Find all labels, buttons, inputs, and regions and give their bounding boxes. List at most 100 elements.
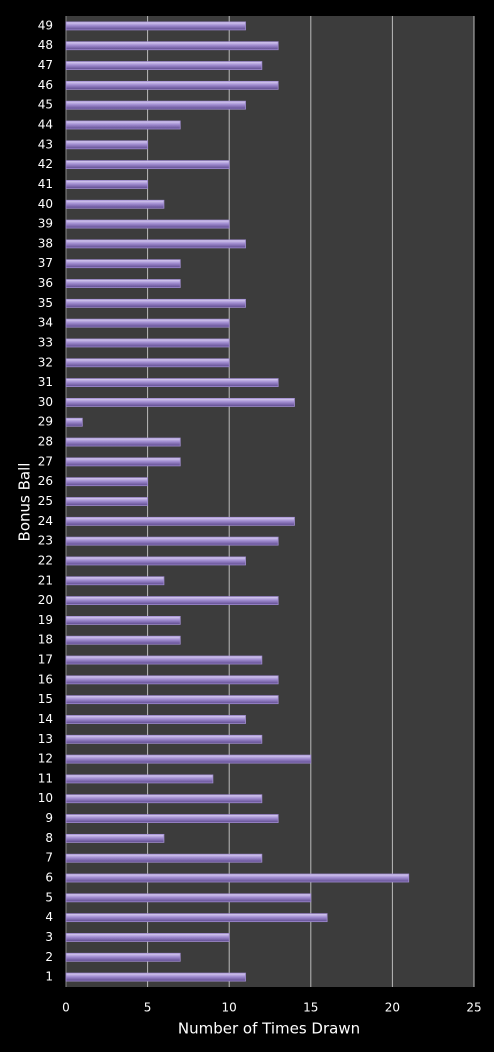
bar <box>65 457 181 467</box>
bar <box>65 497 148 506</box>
y-tick-label: 45 <box>38 98 53 112</box>
bar <box>65 199 165 209</box>
x-tick-label: 0 <box>62 1001 70 1015</box>
bar <box>65 814 279 823</box>
y-tick-label: 36 <box>38 276 53 290</box>
bar <box>65 893 312 903</box>
y-tick-label: 5 <box>45 890 53 904</box>
y-tick-label: 42 <box>38 157 53 171</box>
bar <box>65 80 279 90</box>
y-tick-label: 33 <box>38 335 53 349</box>
bar <box>65 180 148 189</box>
y-tick-label: 34 <box>38 316 53 330</box>
y-tick-label: 47 <box>38 58 53 72</box>
y-tick-label: 48 <box>38 38 53 52</box>
x-tick-label: 5 <box>144 1001 152 1015</box>
y-tick-label: 44 <box>38 117 53 131</box>
y-tick-label: 8 <box>45 831 53 845</box>
y-tick-label: 14 <box>38 712 53 726</box>
bar <box>65 259 181 269</box>
y-tick-label: 6 <box>45 871 53 885</box>
y-tick-label: 12 <box>38 752 53 766</box>
bar <box>65 972 246 982</box>
bar <box>65 437 181 447</box>
bar <box>65 635 181 645</box>
bar <box>65 41 279 51</box>
bar <box>65 160 230 170</box>
y-tick-label: 46 <box>38 78 53 92</box>
y-tick-label: 9 <box>45 811 53 825</box>
x-tick-label: 10 <box>222 1001 237 1015</box>
y-tick-label: 18 <box>38 633 53 647</box>
bar <box>65 734 263 744</box>
bar <box>65 338 230 348</box>
bar <box>65 140 148 150</box>
y-tick-label: 19 <box>38 613 53 627</box>
bar <box>65 21 246 31</box>
y-tick-label: 22 <box>38 553 53 567</box>
bar <box>65 516 295 526</box>
y-tick-label: 20 <box>38 593 53 607</box>
bar <box>65 655 263 665</box>
y-tick-label: 39 <box>38 217 53 231</box>
bar <box>65 536 279 546</box>
bar <box>65 596 279 605</box>
y-tick-label: 38 <box>38 236 53 250</box>
bar <box>65 120 181 130</box>
bar <box>65 61 263 70</box>
y-axis-title: Bonus Ball <box>16 463 34 542</box>
y-tick-label: 27 <box>38 454 53 468</box>
bar <box>65 279 181 288</box>
y-tick-label: 23 <box>38 534 53 548</box>
x-tick-label: 15 <box>303 1001 318 1015</box>
y-tick-label: 28 <box>38 435 53 449</box>
bar <box>65 833 165 843</box>
y-tick-label: 21 <box>38 573 53 587</box>
y-tick-label: 25 <box>38 494 53 508</box>
y-tick-label: 11 <box>38 771 53 785</box>
y-tick-label: 26 <box>38 474 53 488</box>
y-tick-label: 7 <box>45 851 53 865</box>
y-tick-label: 4 <box>45 910 53 924</box>
bar <box>65 398 295 407</box>
bar <box>65 298 246 308</box>
bar <box>65 794 263 804</box>
bar <box>65 952 181 962</box>
bar <box>65 933 230 942</box>
bar <box>65 913 328 923</box>
bar <box>65 873 410 883</box>
y-tick-label: 32 <box>38 355 53 369</box>
bar <box>65 774 214 784</box>
bar <box>65 754 312 764</box>
y-tick-label: 31 <box>38 375 53 389</box>
y-tick-label: 41 <box>38 177 53 191</box>
bar <box>65 239 246 249</box>
y-tick-label: 13 <box>38 732 53 746</box>
y-tick-label: 1 <box>45 970 53 984</box>
bar <box>65 100 246 110</box>
y-tick-label: 29 <box>38 415 53 429</box>
y-tick-label: 10 <box>38 791 53 805</box>
x-tick-label: 20 <box>385 1001 400 1015</box>
bar <box>65 853 263 863</box>
y-tick-label: 2 <box>45 950 53 964</box>
y-tick-label: 37 <box>38 256 53 270</box>
x-axis-title: Number of Times Drawn <box>178 1020 360 1038</box>
bar <box>65 477 148 487</box>
bar <box>65 318 230 328</box>
bar <box>65 417 83 427</box>
y-tick-label: 35 <box>38 296 53 310</box>
y-tick-label: 16 <box>38 672 53 686</box>
bar <box>65 715 246 724</box>
bar <box>65 576 165 586</box>
bar <box>65 675 279 685</box>
y-tick-label: 49 <box>38 18 53 32</box>
x-tick-label: 25 <box>466 1001 481 1015</box>
y-tick-label: 17 <box>38 653 53 667</box>
bar <box>65 695 279 705</box>
y-tick-label: 3 <box>45 930 53 944</box>
y-tick-label: 30 <box>38 395 53 409</box>
y-tick-label: 24 <box>38 514 53 528</box>
bar <box>65 378 279 388</box>
